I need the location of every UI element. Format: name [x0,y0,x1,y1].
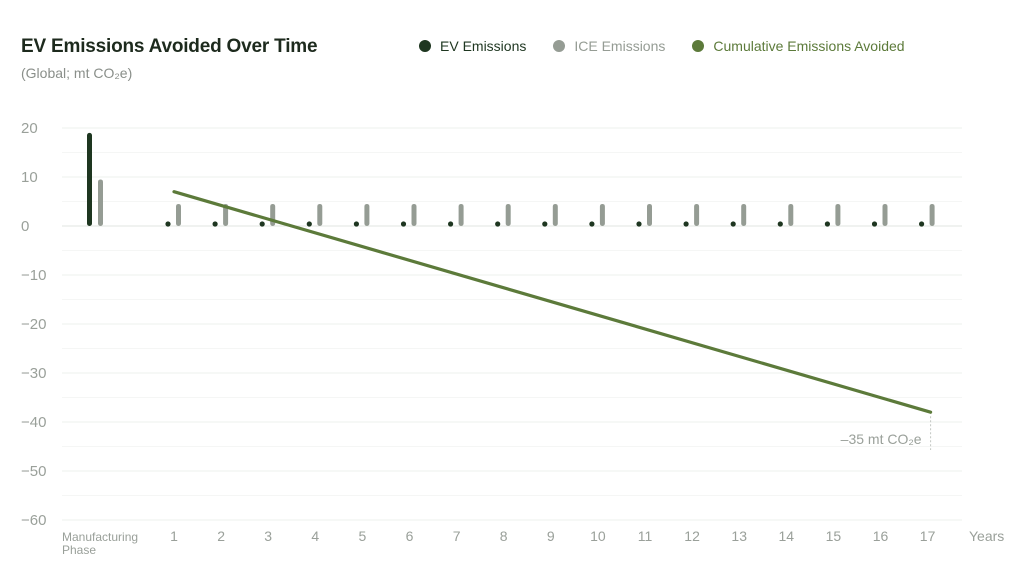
bar-ev-emissions [824,221,831,227]
bar-ice-emissions [270,203,276,226]
x-tick-label: 6 [406,528,414,544]
x-tick-label: 2 [217,528,225,544]
y-tick-label: −40 [21,414,46,431]
legend-dot-cumulative-emissions-avoided [692,40,705,52]
bar-ice-emissions [317,203,323,226]
bar-ev-emissions [636,221,642,227]
bar-ev-emissions [589,221,595,227]
bar-ev-emissions [495,221,501,227]
legend-label-ice-emissions: ICE Emissions [574,38,666,54]
bar-ice-emissions [552,203,558,226]
y-tick-label: −20 [21,316,46,333]
legend-item-ice-emissions: ICE Emissions [553,38,665,54]
bar-ice-emissions [505,203,511,226]
line-cumulative-emissions-avoided [172,190,933,414]
y-tick-label: −60 [21,512,46,529]
y-tick-label: 0 [21,218,29,235]
bar-ice-emissions [882,203,888,226]
x-tick-label: Manufacturing [62,530,138,544]
bar-ev-emissions [919,221,925,227]
x-tick-label: 9 [547,528,555,544]
x-tick-label: 8 [500,528,508,544]
bar-ice-emissions [458,203,464,226]
bar-ice-emissions [694,203,700,226]
legend-dot-ev-emissions [419,40,431,52]
bar-ice-emissions [411,203,417,226]
bar-ice-emissions [929,203,935,226]
x-tick-label: 17 [920,528,936,544]
bar-ev-emissions [871,221,878,227]
bar-ev-emissions [353,221,359,227]
x-tick-label: 10 [590,528,606,544]
bar-ev-emissions [683,221,689,227]
bar-ev-emissions [730,221,736,227]
y-tick-label: −30 [21,365,46,382]
y-tick-label: 20 [21,120,38,137]
x-tick-label: 7 [453,528,461,544]
y-tick-label: 10 [21,169,38,186]
annotation-label: –35 mt CO₂e [841,431,922,447]
x-axis-end-label: Years [969,528,1004,544]
x-tick-label: 15 [826,528,842,544]
x-tick-label: 14 [779,528,795,544]
bar-ev-emissions [777,221,783,227]
bar-ice-emissions [176,203,181,226]
x-tick-label: 5 [359,528,367,544]
bar-ev-emissions [448,221,454,227]
bar-ev-emissions [165,221,171,227]
bar-ev-emissions [400,221,407,227]
x-tick-label: 4 [311,528,319,544]
bar-ice-emissions [741,203,747,226]
x-tick-label: 3 [264,528,272,544]
x-tick-label: 16 [873,528,889,544]
bar-ice-emissions [364,203,370,226]
bar-ice-emissions [98,179,103,226]
bar-ice-emissions [647,203,652,226]
bar-ice-emissions [788,203,794,226]
bar-ev-emissions [306,221,312,227]
legend-label-ev-emissions: EV Emissions [440,38,527,54]
legend-dot-ice-emissions [553,40,566,52]
x-tick-label: 13 [731,528,747,544]
legend-item-cumulative-emissions-avoided: Cumulative Emissions Avoided [692,38,905,54]
y-tick-label: −50 [21,463,46,480]
legend-item-ev-emissions: EV Emissions [419,38,526,54]
chart-title: EV Emissions Avoided Over Time [21,36,318,57]
x-tick-label: Phase [62,543,96,557]
y-tick-label: −10 [21,267,46,284]
x-tick-label: 1 [170,528,178,544]
legend-label-cumulative-emissions-avoided: Cumulative Emissions Avoided [713,38,905,54]
x-tick-label: 11 [638,528,653,544]
bar-ev-emissions [212,221,218,227]
chart-legend: EV Emissions ICE Emissions Cumulative Em… [419,38,905,54]
chart-subtitle: (Global; mt CO₂e) [21,65,133,81]
bar-ev-emissions [542,221,548,227]
bar-ev-emissions [87,132,92,226]
bar-ice-emissions [835,203,841,226]
bar-ev-emissions [259,221,265,227]
x-tick-label: 12 [684,528,700,544]
bar-ice-emissions [223,203,229,226]
bar-ice-emissions [599,203,605,226]
